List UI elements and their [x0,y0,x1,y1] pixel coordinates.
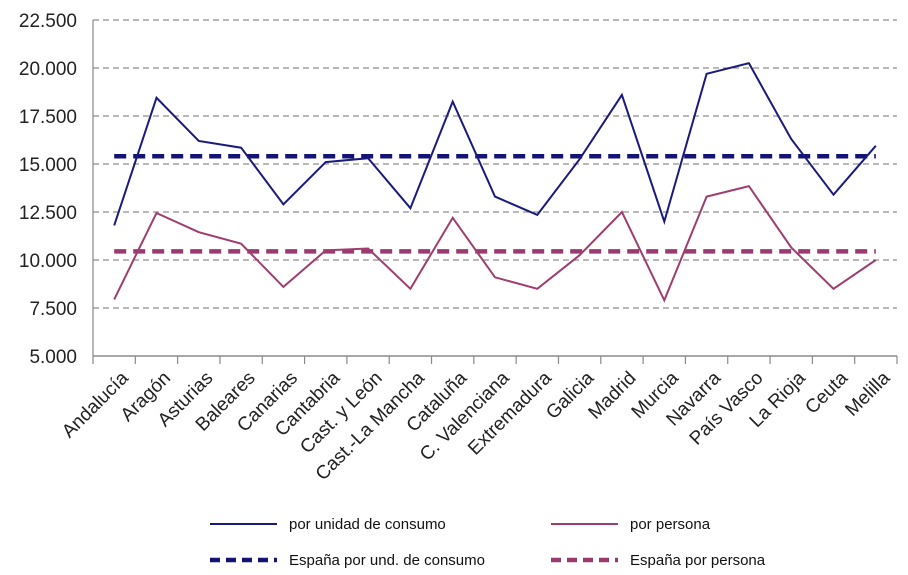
y-tick-label: 7.500 [29,299,77,320]
legend: por unidad de consumo por persona España p… [210,516,766,569]
x-tick-label: Melilla [841,367,894,420]
y-tick-label: 15.000 [19,155,77,176]
legend-label: España por und. de consumo [289,552,485,569]
legend-label: por unidad de consumo [289,516,446,533]
y-tick-label: 12.500 [19,203,77,224]
y-tick-label: 5.000 [29,347,77,368]
series-line [113,62,877,226]
series-line [113,184,877,303]
x-tick-label: Ceuta [801,367,852,418]
y-tick-label: 10.000 [19,251,77,272]
y-axis: 5.000 7.500 10.000 12.500 15.000 17.500 20.000… [19,11,94,368]
x-axis: AndalucíaAragónAsturiasBalearesCanariasC… [58,355,898,485]
gridlines [93,19,897,309]
x-tick-label: Madrid [585,368,641,424]
legend-label: España por persona [630,552,766,569]
legend-label: por persona [630,516,711,533]
y-tick-label: 20.000 [19,59,77,80]
y-tick-label: 17.500 [19,107,77,128]
y-tick-label: 22.500 [19,11,77,32]
series-group [113,62,877,303]
